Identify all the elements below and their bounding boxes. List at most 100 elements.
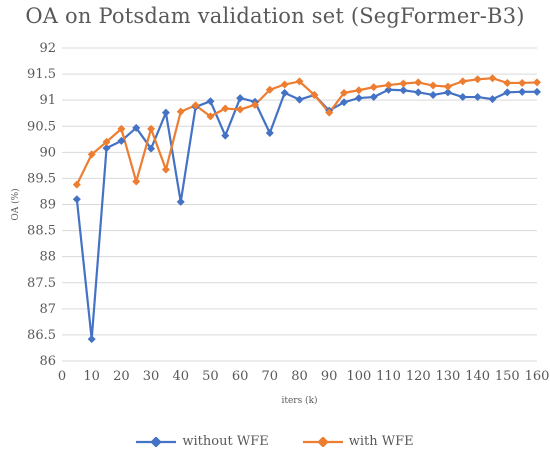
data-point-without-wfe <box>399 86 408 95</box>
series-line-with-wfe <box>75 77 538 186</box>
x-tick-label: 30 <box>143 369 160 384</box>
data-point-without-wfe <box>87 335 96 344</box>
data-point-without-wfe <box>414 88 423 97</box>
data-point-without-wfe <box>458 93 467 102</box>
y-tick-label: 88.5 <box>27 224 56 239</box>
x-tick-label: 0 <box>58 369 66 384</box>
data-point-with-wfe <box>429 81 438 90</box>
y-tick-label: 90.5 <box>27 119 56 134</box>
x-tick-label: 110 <box>376 369 401 384</box>
data-point-without-wfe <box>147 144 156 153</box>
data-point-with-wfe <box>161 165 170 174</box>
y-tick-label: 87 <box>39 302 56 317</box>
data-point-with-wfe <box>132 177 141 186</box>
data-point-without-wfe <box>503 88 512 97</box>
data-point-with-wfe <box>488 74 497 83</box>
x-tick-label: 100 <box>346 369 371 384</box>
data-point-with-wfe <box>221 104 230 113</box>
data-point-with-wfe <box>384 81 393 90</box>
data-point-without-wfe <box>117 136 126 145</box>
legend-swatch-without-wfe <box>136 436 177 447</box>
legend-label-without-wfe: without WFE <box>182 434 269 449</box>
x-tick-label: 90 <box>321 369 338 384</box>
chart-title: OA on Potsdam validation set (SegFormer-… <box>25 4 525 28</box>
data-point-with-wfe <box>72 180 81 189</box>
x-tick-labels: 0 10 20 30 40 50 60 70 80 90 100 110 120 130 140 150 160 <box>58 369 550 384</box>
x-tick-label: 10 <box>83 369 100 384</box>
y-axis-label: OA (%) <box>10 188 21 220</box>
data-point-with-wfe <box>518 78 527 87</box>
y-tick-label: 86 <box>39 354 56 369</box>
data-point-without-wfe <box>176 197 185 206</box>
series-line-without-wfe <box>75 88 537 341</box>
data-point-with-wfe <box>354 86 363 95</box>
gridlines <box>62 47 537 362</box>
data-point-with-wfe <box>206 112 215 121</box>
data-point-with-wfe <box>117 124 126 133</box>
data-point-without-wfe <box>384 85 393 94</box>
x-tick-label: 160 <box>525 369 550 384</box>
data-point-with-wfe <box>369 83 378 92</box>
x-tick-label: 120 <box>406 369 431 384</box>
data-point-without-wfe <box>295 95 304 104</box>
data-point-with-wfe <box>191 101 200 110</box>
data-point-without-wfe <box>533 87 541 96</box>
data-point-with-wfe <box>310 90 319 99</box>
x-tick-label: 40 <box>172 369 189 384</box>
data-point-without-wfe <box>488 95 497 104</box>
y-tick-label: 88 <box>39 250 56 265</box>
data-point-with-wfe <box>250 100 259 109</box>
data-point-without-wfe <box>518 87 527 96</box>
data-point-without-wfe <box>236 94 245 103</box>
data-point-without-wfe <box>280 88 289 97</box>
data-point-without-wfe <box>354 94 363 103</box>
data-point-with-wfe <box>473 75 482 84</box>
x-tick-label: 60 <box>232 369 249 384</box>
data-point-without-wfe <box>473 93 482 102</box>
data-point-with-wfe <box>295 77 304 86</box>
legend-label-with-wfe: with WFE <box>348 434 414 449</box>
data-point-without-wfe <box>72 195 81 204</box>
data-point-with-wfe <box>147 124 156 133</box>
y-tick-label: 91 <box>39 93 56 108</box>
y-tick-label: 87.5 <box>27 276 56 291</box>
x-tick-label: 20 <box>113 369 130 384</box>
data-point-with-wfe <box>533 78 541 87</box>
data-point-with-wfe <box>102 137 111 146</box>
legend: without WFE with WFE <box>0 434 550 449</box>
data-point-without-wfe <box>221 131 230 140</box>
data-point-without-wfe <box>340 98 349 107</box>
data-point-without-wfe <box>161 108 170 117</box>
data-point-without-wfe <box>102 144 111 153</box>
data-point-with-wfe <box>340 88 349 97</box>
legend-swatch-with-wfe <box>302 436 343 447</box>
data-point-with-wfe <box>443 82 452 91</box>
data-point-with-wfe <box>325 108 334 117</box>
data-point-without-wfe <box>429 90 438 99</box>
data-point-with-wfe <box>399 79 408 88</box>
x-tick-label: 80 <box>291 369 308 384</box>
x-tick-label: 140 <box>465 369 490 384</box>
data-point-with-wfe <box>176 107 185 116</box>
data-point-with-wfe <box>458 77 467 86</box>
y-tick-label: 89.5 <box>27 171 56 186</box>
data-point-without-wfe <box>443 88 452 97</box>
series-points <box>72 74 541 344</box>
data-point-without-wfe <box>265 129 274 138</box>
x-tick-label: 130 <box>436 369 461 384</box>
data-point-with-wfe <box>414 78 423 87</box>
data-point-without-wfe <box>132 123 141 132</box>
data-point-with-wfe <box>236 105 245 114</box>
y-tick-label: 91.5 <box>27 67 56 82</box>
x-axis-label: iters (k) <box>281 395 317 406</box>
y-tick-labels: 86 86.5 87 87.5 88 88.5 89 89.5 90 90.5 91 91.5 92 <box>27 41 56 369</box>
y-tick-label: 89 <box>39 198 56 213</box>
y-tick-label: 90 <box>39 145 56 160</box>
data-point-with-wfe <box>503 78 512 87</box>
x-tick-label: 70 <box>262 369 279 384</box>
data-point-with-wfe <box>280 80 289 89</box>
series-lines <box>75 77 538 341</box>
legend-item-with-wfe: with WFE <box>302 434 414 449</box>
data-point-without-wfe <box>206 97 215 106</box>
